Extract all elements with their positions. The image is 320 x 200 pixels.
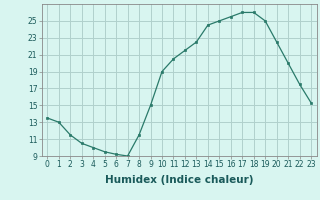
X-axis label: Humidex (Indice chaleur): Humidex (Indice chaleur) (105, 175, 253, 185)
